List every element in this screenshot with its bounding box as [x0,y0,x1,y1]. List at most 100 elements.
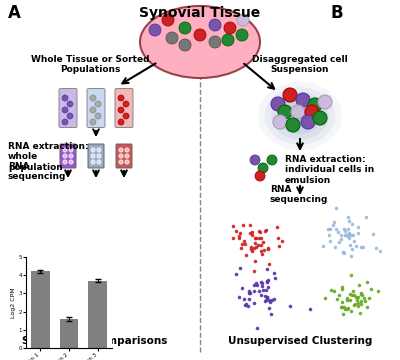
Point [250,300,257,306]
Point [245,291,252,296]
Point [249,229,255,235]
Circle shape [224,22,236,34]
Point [261,247,268,253]
Point [257,248,264,254]
Text: A: A [8,4,21,22]
Point [236,294,242,300]
Point [256,228,262,234]
Point [258,280,264,285]
Point [249,233,255,238]
Point [348,292,355,297]
Point [271,296,277,302]
Point [265,247,271,252]
Text: RNA extraction:
whole
population: RNA extraction: whole population [8,142,89,172]
Point [263,228,270,233]
Point [267,299,273,305]
Point [251,245,257,251]
Point [248,246,254,252]
Point [336,239,342,244]
Circle shape [162,14,174,26]
Circle shape [209,36,221,48]
Point [253,244,260,250]
Text: Disaggregated cell
Suspension: Disaggregated cell Suspension [252,55,348,75]
Ellipse shape [265,87,335,145]
Circle shape [222,34,234,46]
Circle shape [90,107,96,113]
Text: Synovial Tissue: Synovial Tissue [139,6,261,20]
Point [326,233,332,238]
Point [338,304,344,310]
Bar [31,271,50,348]
Circle shape [125,160,129,164]
Circle shape [69,154,73,158]
Point [239,285,245,291]
Point [366,295,372,301]
Point [229,223,236,229]
Point [258,243,264,248]
Point [241,238,248,244]
Point [342,228,349,234]
Point [243,252,249,258]
Point [363,214,370,220]
Point [242,302,248,308]
Text: RNA
sequencing: RNA sequencing [8,162,66,181]
Point [339,286,346,292]
Point [325,226,331,232]
Bar [60,319,78,348]
Point [272,275,278,281]
Point [256,289,262,294]
Point [331,219,337,225]
Circle shape [90,95,96,101]
Point [348,233,354,238]
Point [364,279,370,285]
Point [347,292,353,297]
Point [246,296,252,302]
Point [264,266,270,271]
Circle shape [97,148,101,152]
Point [350,232,356,238]
Point [333,226,339,232]
Point [342,306,348,312]
Circle shape [318,95,332,109]
Point [241,296,247,302]
Point [356,282,362,288]
Point [344,297,350,302]
Point [322,295,328,301]
Point [354,225,361,230]
Point [355,230,362,236]
Circle shape [273,115,287,129]
Point [346,218,352,224]
Circle shape [179,39,191,51]
Point [259,280,266,285]
Point [348,309,355,314]
Point [328,288,334,293]
Point [333,205,339,211]
Point [251,268,258,274]
Point [253,280,259,286]
Circle shape [67,113,73,119]
Text: B: B [330,4,343,22]
Text: Supervised Comparisons: Supervised Comparisons [22,336,168,346]
Point [254,325,260,330]
Circle shape [125,148,129,152]
Circle shape [296,93,310,107]
Point [354,297,360,303]
Circle shape [118,107,124,113]
Point [269,297,276,303]
Point [346,235,352,241]
Circle shape [123,101,129,107]
Point [260,287,266,293]
Point [262,293,268,298]
Point [264,279,270,285]
Circle shape [166,32,178,44]
Point [373,245,380,251]
Point [240,222,246,228]
Point [262,298,268,303]
Circle shape [283,88,297,102]
Point [334,229,341,235]
Point [230,235,236,241]
Point [258,292,264,298]
FancyBboxPatch shape [88,144,104,168]
Point [347,243,354,248]
Point [251,288,257,293]
